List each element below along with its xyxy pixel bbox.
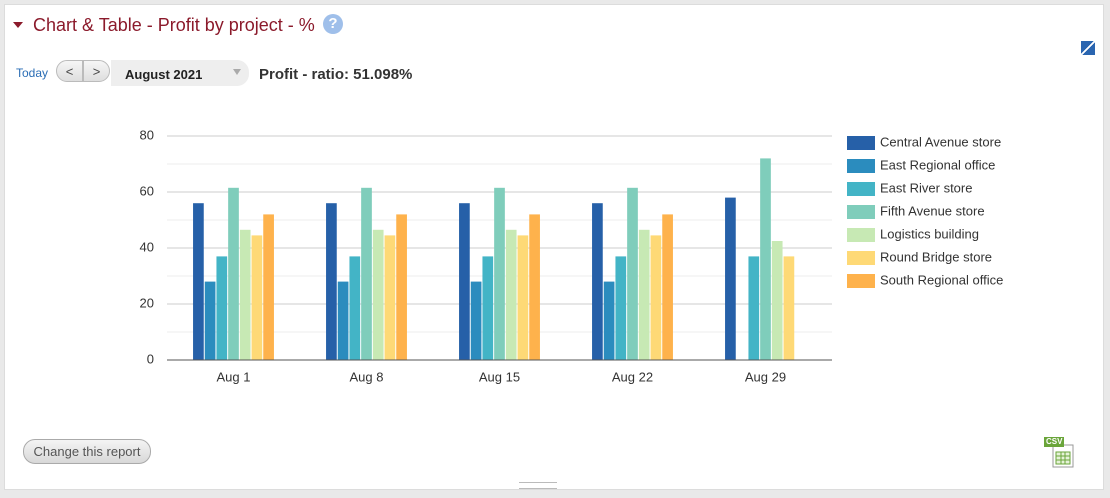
legend-label: East River store: [880, 180, 972, 195]
bar: [361, 187, 372, 360]
bar: [638, 229, 650, 360]
collapse-toggle[interactable]: [13, 22, 23, 28]
bar: [384, 235, 396, 360]
bar: [337, 281, 349, 360]
bar: [459, 203, 470, 360]
bar: [592, 203, 603, 360]
y-tick-label: 0: [147, 351, 154, 366]
bar: [326, 203, 337, 360]
prev-button[interactable]: <: [56, 60, 83, 82]
y-tick-label: 80: [140, 127, 154, 142]
period-label: August 2021: [125, 67, 203, 82]
legend-label: Round Bridge store: [880, 249, 992, 264]
panel: Chart & Table - Profit by project - % ? …: [4, 4, 1104, 490]
y-tick-label: 40: [140, 239, 154, 254]
legend-swatch: [847, 228, 875, 242]
bar: [494, 187, 505, 360]
bar: [783, 256, 795, 360]
bar: [662, 214, 673, 360]
legend-swatch: [847, 274, 875, 288]
bar: [470, 281, 482, 360]
bar: [251, 235, 263, 360]
legend-label: Central Avenue store: [880, 134, 1001, 149]
y-tick-label: 60: [140, 183, 154, 198]
x-tick-label: Aug 8: [350, 369, 384, 384]
bar: [349, 256, 361, 360]
legend-label: Fifth Avenue store: [880, 203, 985, 218]
bar: [193, 203, 204, 360]
legend-swatch: [847, 205, 875, 219]
dropdown-caret: [233, 69, 241, 75]
bar: [505, 229, 517, 360]
bar: [725, 197, 736, 360]
bar: [228, 187, 239, 360]
bar: [529, 214, 540, 360]
bar: [216, 256, 228, 360]
help-icon[interactable]: ?: [323, 14, 343, 34]
bar: [760, 158, 771, 360]
summary: Profit - ratio: 51.098%: [259, 66, 413, 83]
bar: [615, 256, 627, 360]
bar: [650, 235, 662, 360]
next-button[interactable]: >: [83, 60, 110, 82]
legend-label: South Regional office: [880, 272, 1003, 287]
legend-swatch: [847, 182, 875, 196]
legend-label: Logistics building: [880, 226, 979, 241]
bar: [263, 214, 274, 360]
bar: [517, 235, 529, 360]
bar: [748, 256, 760, 360]
x-tick-label: Aug 29: [745, 369, 786, 384]
resize-grip[interactable]: [519, 482, 557, 489]
bar: [482, 256, 494, 360]
legend-label: East Regional office: [880, 157, 995, 172]
bar: [396, 214, 407, 360]
change-report-button[interactable]: Change this report: [23, 439, 151, 464]
bar: [627, 187, 638, 360]
bar: [603, 281, 615, 360]
bar: [771, 241, 783, 360]
resize-icon[interactable]: [1081, 41, 1095, 55]
x-tick-label: Aug 22: [612, 369, 653, 384]
panel-title: Chart & Table - Profit by project - %: [33, 15, 315, 35]
today-link[interactable]: Today: [16, 66, 49, 80]
bar: [204, 281, 216, 360]
legend-swatch: [847, 159, 875, 173]
bar: [372, 229, 384, 360]
csv-label[interactable]: CSV: [1044, 437, 1065, 447]
bar: [239, 229, 251, 360]
x-tick-label: Aug 15: [479, 369, 520, 384]
legend-swatch: [847, 136, 875, 150]
x-tick-label: Aug 1: [217, 369, 251, 384]
y-tick-label: 20: [140, 295, 154, 310]
legend-swatch: [847, 251, 875, 265]
period-select[interactable]: [111, 60, 249, 86]
